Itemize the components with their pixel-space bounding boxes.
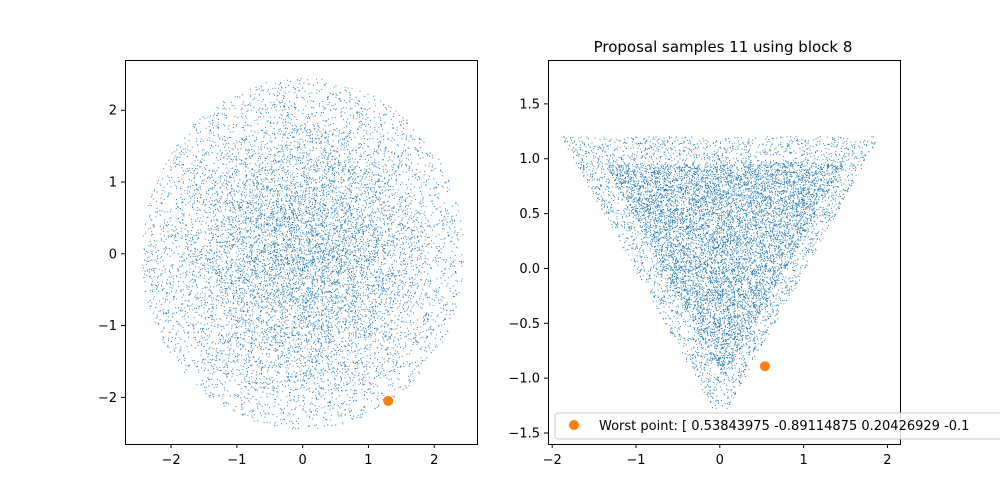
right-y-tick-label: 0.5 [519, 207, 540, 222]
left-worst-point [383, 395, 394, 406]
right-worst-point-marker [759, 361, 770, 372]
legend-marker [569, 420, 579, 430]
right-x-tick-label: 2 [883, 453, 891, 468]
left-sample-cloud [142, 78, 464, 430]
right-x-tick-label: −2 [543, 453, 562, 468]
right-plot-title: Proposal samples 11 using block 8 [594, 38, 853, 56]
left-axes-frame [125, 60, 478, 445]
left-x-tick-label: −1 [227, 453, 246, 468]
right-y-axis: −1.5 −1.0 −0.5 0.0 0.5 1.0 1.5 [508, 97, 548, 442]
right-sample-cloud [563, 136, 876, 417]
left-x-axis: −2 −1 0 1 2 [161, 444, 438, 468]
right-subplot: Proposal samples 11 using block 8 −2 −1 0 1… [508, 38, 1000, 468]
left-worst-point-marker [383, 395, 394, 406]
right-y-tick-label: 1.0 [519, 152, 540, 167]
left-subplot: −2 −1 0 1 2 −2 −1 0 1 2 [98, 60, 478, 468]
legend-box [554, 412, 1000, 440]
left-sample-points [142, 78, 464, 430]
right-worst-point [759, 361, 770, 372]
right-x-tick-label: 1 [799, 453, 807, 468]
left-x-tick-label: 0 [299, 453, 307, 468]
right-x-tick-label: 0 [716, 453, 724, 468]
right-y-tick-label: −1.5 [508, 427, 540, 442]
legend: Worst point: [ 0.53843975 -0.89114875 0.… [554, 412, 1000, 440]
left-x-tick-label: 1 [364, 453, 372, 468]
right-x-tick-label: −1 [626, 453, 645, 468]
right-sample-points [563, 136, 876, 417]
right-y-tick-label: −0.5 [508, 317, 540, 332]
left-y-tick-label: 2 [109, 104, 117, 119]
legend-label: Worst point: [ 0.53843975 -0.89114875 0.… [599, 419, 969, 434]
right-axes-frame [548, 60, 901, 445]
right-y-tick-label: −1.0 [508, 372, 540, 387]
left-x-tick-label: −2 [161, 453, 180, 468]
right-y-tick-label: 0.0 [519, 262, 540, 277]
right-x-axis: −2 −1 0 1 2 [543, 444, 892, 468]
left-y-tick-label: −2 [98, 391, 117, 406]
right-y-tick-label: 1.5 [519, 97, 540, 112]
left-x-tick-label: 2 [430, 453, 438, 468]
left-y-tick-label: −1 [98, 319, 117, 334]
left-y-tick-label: 1 [109, 176, 117, 191]
left-y-axis: −2 −1 0 1 2 [98, 104, 125, 406]
left-y-tick-label: 0 [109, 247, 117, 262]
